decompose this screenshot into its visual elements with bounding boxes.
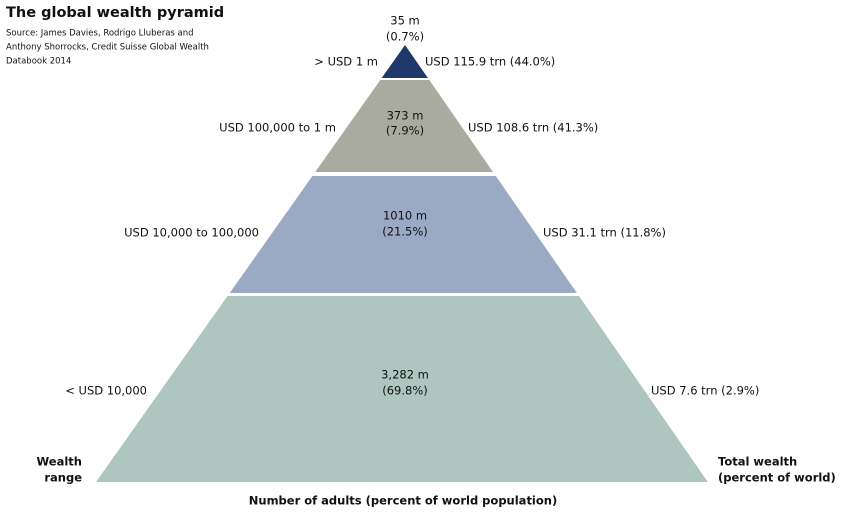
footer: Number of adults (percent of world popul… <box>249 494 557 508</box>
total-wealth: USD 31.1 trn (11.8%) <box>543 226 666 240</box>
adults: 35 m <box>390 14 420 28</box>
left-heading: range <box>44 471 82 485</box>
share: (21.5%) <box>382 225 428 239</box>
adults: 1010 m <box>383 209 427 223</box>
source-line: Databook 2014 <box>6 57 71 67</box>
total-wealth: USD 115.9 trn (44.0%) <box>425 55 555 69</box>
share: (69.8%) <box>382 384 428 398</box>
wealth-range: > USD 1 m <box>314 55 378 69</box>
right-heading: Total wealth <box>718 455 797 469</box>
title: The global wealth pyramid <box>6 5 224 21</box>
layer-top <box>381 45 428 78</box>
total-wealth: USD 108.6 trn (41.3%) <box>468 121 598 135</box>
layer-3 <box>229 176 577 293</box>
source-line: Source: James Davies, Rodrigo Lluberas a… <box>6 29 194 39</box>
source-line: Anthony Shorrocks, Credit Suisse Global … <box>6 43 209 53</box>
wealth-range: USD 10,000 to 100,000 <box>124 226 259 240</box>
total-wealth: USD 7.6 trn (2.9%) <box>651 384 759 398</box>
share: (0.7%) <box>386 30 424 44</box>
adults: 3,282 m <box>381 368 429 382</box>
layer-2 <box>315 80 493 172</box>
left-heading: Wealth <box>37 455 82 469</box>
right-heading: (percent of world) <box>718 471 836 485</box>
wealth-range: < USD 10,000 <box>65 384 147 398</box>
wealth-range: USD 100,000 to 1 m <box>219 121 336 135</box>
layer-4 <box>96 296 708 482</box>
share: (7.9%) <box>386 124 424 138</box>
adults: 373 m <box>387 109 424 123</box>
